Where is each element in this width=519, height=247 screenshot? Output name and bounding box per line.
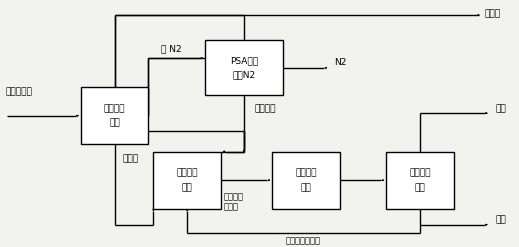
Text: 吸附质: 吸附质 (122, 154, 139, 163)
Text: 浓缩: 浓缩 (109, 118, 120, 127)
FancyBboxPatch shape (81, 87, 148, 144)
FancyBboxPatch shape (386, 152, 454, 209)
Text: 提纯N2: 提纯N2 (233, 70, 255, 80)
Text: 富烃萃取
解吸气: 富烃萃取 解吸气 (223, 192, 243, 211)
Text: 丙烯: 丙烯 (495, 215, 506, 224)
Text: 解吸: 解吸 (182, 183, 193, 192)
FancyBboxPatch shape (205, 40, 283, 95)
Text: 乙烯丙烯: 乙烯丙烯 (409, 169, 431, 178)
Text: 精馏: 精馏 (415, 183, 426, 192)
Text: 烃类吸附: 烃类吸附 (104, 104, 125, 113)
FancyBboxPatch shape (272, 152, 340, 209)
Text: PSA分离: PSA分离 (230, 56, 258, 65)
Text: 不凝气体: 不凝气体 (254, 104, 276, 113)
Text: 富 N2: 富 N2 (161, 44, 182, 53)
Text: 乙烯: 乙烯 (495, 104, 506, 113)
Text: 燃料气: 燃料气 (485, 9, 501, 18)
Text: 丙烯萃取剂循环: 丙烯萃取剂循环 (286, 237, 321, 246)
Text: 聚烯烃尾气: 聚烯烃尾气 (6, 87, 33, 96)
Text: 烃类萃取: 烃类萃取 (176, 169, 198, 178)
FancyBboxPatch shape (154, 152, 221, 209)
Text: 回收: 回收 (301, 183, 311, 192)
Text: N2: N2 (335, 59, 347, 67)
Text: 烃类分离: 烃类分离 (295, 169, 317, 178)
